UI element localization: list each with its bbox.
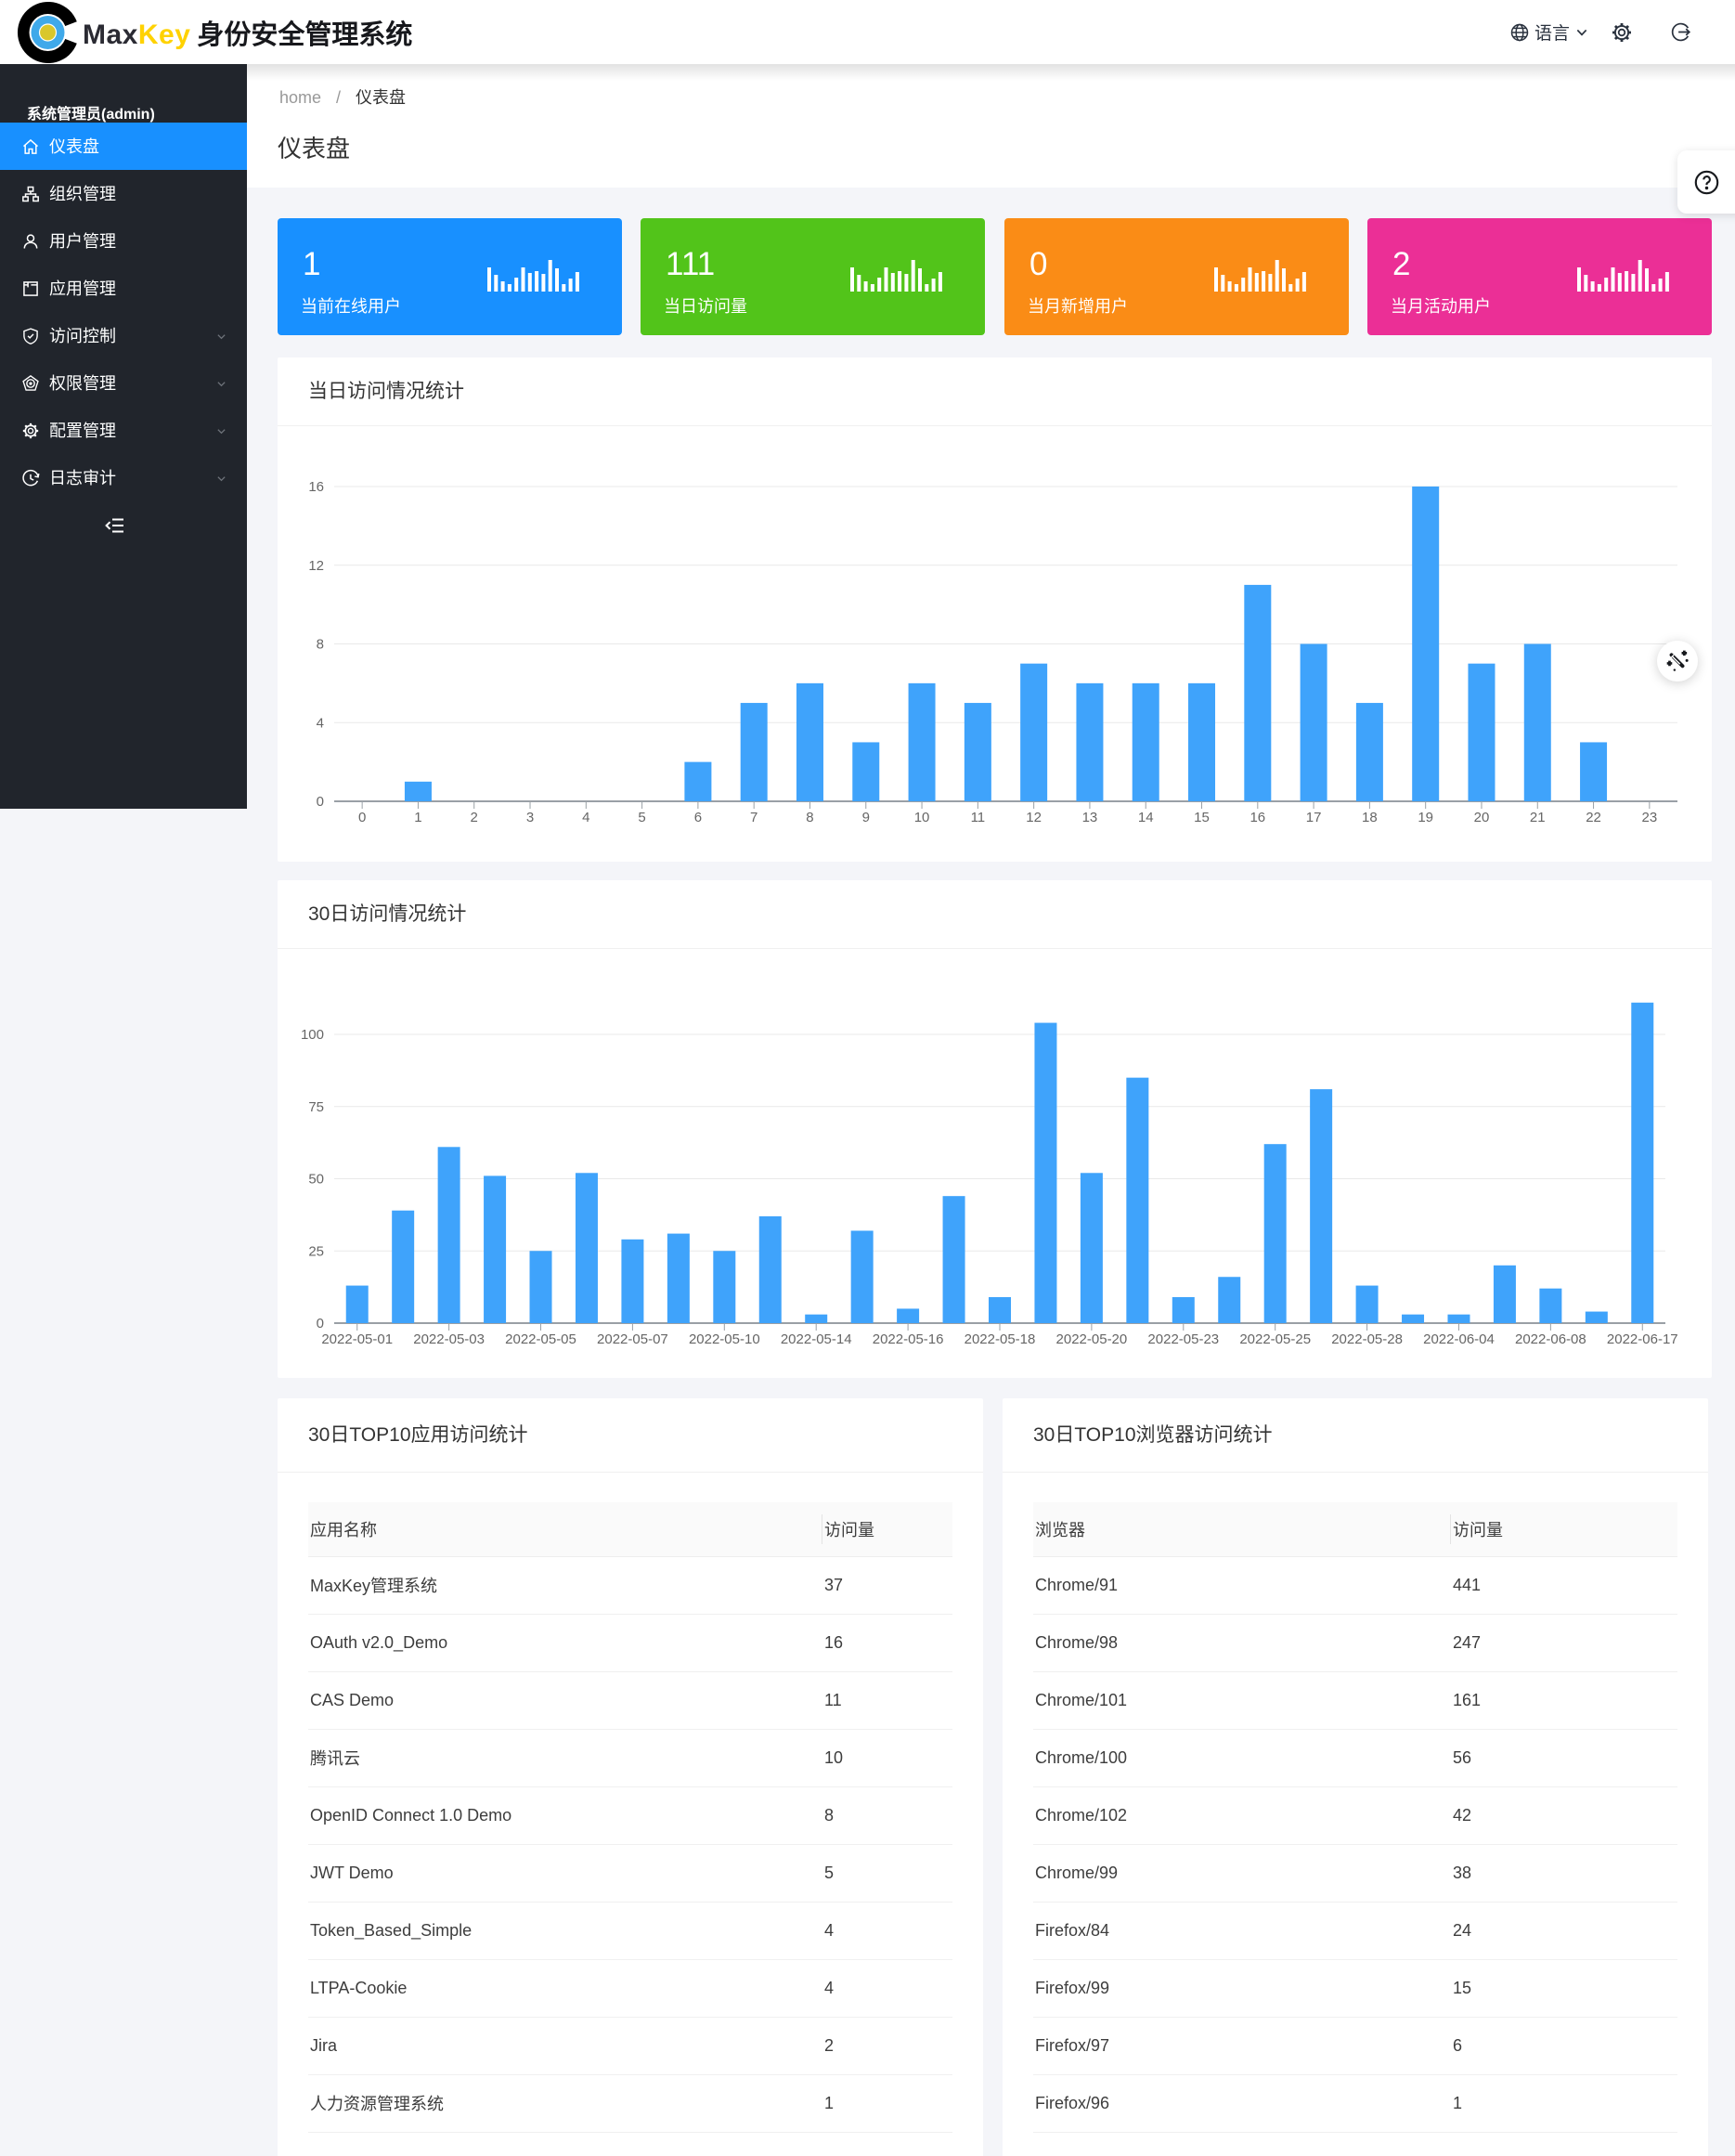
- svg-text:0: 0: [317, 1316, 324, 1331]
- svg-text:16: 16: [308, 479, 324, 495]
- svg-text:0: 0: [358, 810, 366, 825]
- svg-text:2022-05-10: 2022-05-10: [689, 1331, 760, 1347]
- svg-text:2022-05-25: 2022-05-25: [1239, 1331, 1311, 1347]
- svg-text:17: 17: [1306, 810, 1322, 825]
- svg-text:2022-05-20: 2022-05-20: [1056, 1331, 1128, 1347]
- svg-text:10: 10: [914, 810, 930, 825]
- svg-text:18: 18: [1362, 810, 1378, 825]
- svg-text:1: 1: [414, 810, 421, 825]
- svg-text:2022-05-28: 2022-05-28: [1331, 1331, 1403, 1347]
- svg-text:13: 13: [1082, 810, 1098, 825]
- svg-text:2022-05-14: 2022-05-14: [781, 1331, 852, 1347]
- svg-text:2022-05-01: 2022-05-01: [321, 1331, 393, 1347]
- svg-text:2022-05-05: 2022-05-05: [505, 1331, 576, 1347]
- svg-text:9: 9: [862, 810, 870, 825]
- svg-text:12: 12: [308, 558, 324, 574]
- svg-text:50: 50: [308, 1172, 324, 1188]
- svg-text:2022-06-17: 2022-06-17: [1607, 1331, 1678, 1347]
- svg-text:16: 16: [1249, 810, 1265, 825]
- svg-text:6: 6: [694, 810, 702, 825]
- svg-text:23: 23: [1642, 810, 1658, 825]
- svg-text:5: 5: [638, 810, 645, 825]
- svg-text:20: 20: [1474, 810, 1490, 825]
- svg-text:2022-05-23: 2022-05-23: [1147, 1331, 1219, 1347]
- svg-text:4: 4: [582, 810, 589, 825]
- svg-text:21: 21: [1530, 810, 1546, 825]
- svg-text:4: 4: [317, 715, 324, 731]
- svg-text:2022-05-07: 2022-05-07: [597, 1331, 668, 1347]
- svg-text:3: 3: [526, 810, 534, 825]
- svg-text:7: 7: [750, 810, 757, 825]
- svg-text:12: 12: [1026, 810, 1042, 825]
- svg-text:8: 8: [317, 637, 324, 653]
- svg-text:25: 25: [308, 1243, 324, 1259]
- svg-text:0: 0: [317, 794, 324, 810]
- svg-text:22: 22: [1586, 810, 1601, 825]
- svg-text:14: 14: [1138, 810, 1154, 825]
- svg-text:2022-05-03: 2022-05-03: [413, 1331, 485, 1347]
- svg-text:19: 19: [1418, 810, 1433, 825]
- svg-text:15: 15: [1194, 810, 1210, 825]
- svg-text:11: 11: [971, 810, 986, 825]
- svg-text:2022-05-16: 2022-05-16: [873, 1331, 944, 1347]
- svg-text:100: 100: [301, 1027, 324, 1043]
- svg-text:8: 8: [806, 810, 813, 825]
- svg-text:75: 75: [308, 1099, 324, 1115]
- svg-text:2: 2: [471, 810, 478, 825]
- svg-text:2022-06-04: 2022-06-04: [1423, 1331, 1495, 1347]
- svg-text:2022-06-08: 2022-06-08: [1515, 1331, 1586, 1347]
- svg-text:2022-05-18: 2022-05-18: [965, 1331, 1036, 1347]
